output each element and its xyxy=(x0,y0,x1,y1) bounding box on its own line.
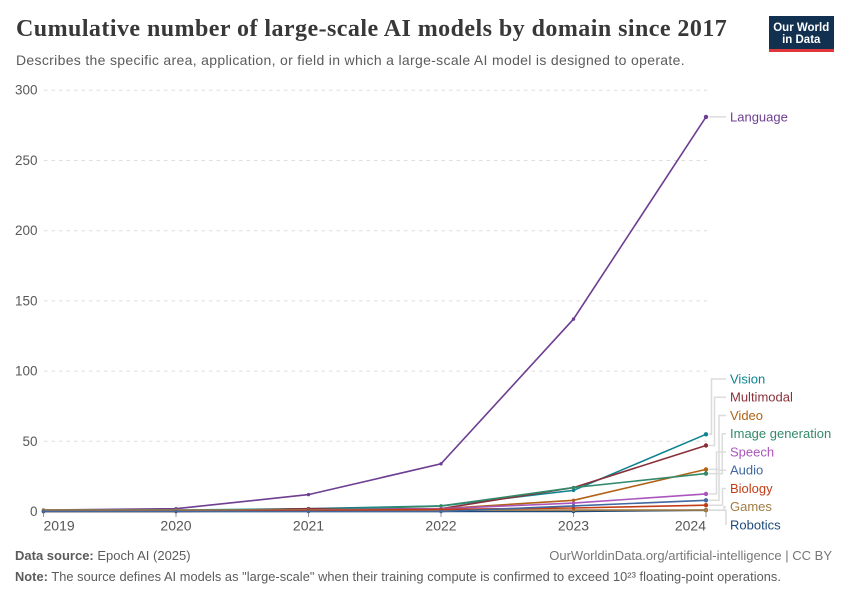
svg-text:200: 200 xyxy=(15,223,38,238)
svg-text:2020: 2020 xyxy=(160,518,191,534)
svg-text:0: 0 xyxy=(30,504,38,519)
svg-text:Games: Games xyxy=(730,499,772,514)
svg-text:300: 300 xyxy=(15,83,38,98)
svg-text:Video: Video xyxy=(730,408,763,423)
svg-text:Multimodal: Multimodal xyxy=(730,390,793,405)
svg-text:100: 100 xyxy=(15,364,38,379)
svg-text:2022: 2022 xyxy=(425,518,456,534)
svg-text:2021: 2021 xyxy=(293,518,324,534)
svg-text:2019: 2019 xyxy=(44,518,75,534)
svg-text:Image generation: Image generation xyxy=(730,426,831,441)
svg-text:2024: 2024 xyxy=(675,518,706,534)
svg-text:50: 50 xyxy=(22,434,37,449)
svg-text:Vision: Vision xyxy=(730,371,765,386)
svg-text:Language: Language xyxy=(730,109,788,124)
svg-text:Biology: Biology xyxy=(730,481,773,496)
svg-text:Robotics: Robotics xyxy=(730,517,781,532)
svg-text:250: 250 xyxy=(15,153,38,168)
svg-text:Speech: Speech xyxy=(730,444,774,459)
svg-text:Audio: Audio xyxy=(730,463,763,478)
svg-text:2023: 2023 xyxy=(558,518,589,534)
svg-text:150: 150 xyxy=(15,293,38,308)
